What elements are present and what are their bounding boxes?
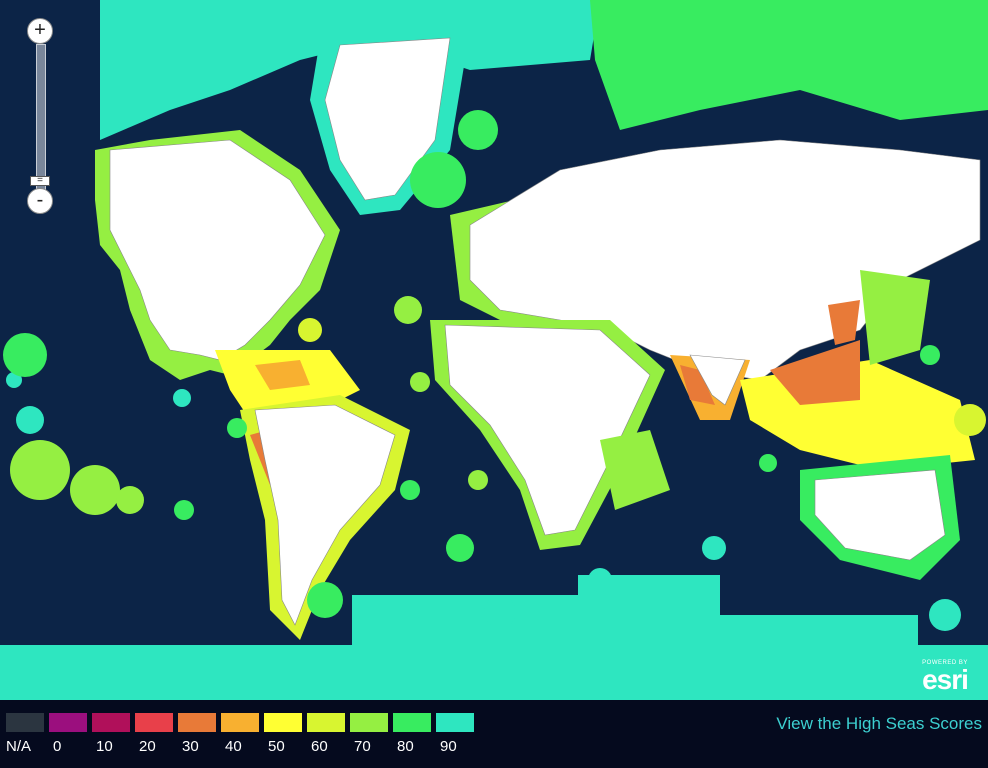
india-land [689,354,746,406]
legend-swatch-40 [221,713,259,732]
arctic-zone [100,0,600,140]
legend-label-80: 80 [397,738,414,755]
atlantic-island-1 [298,318,322,342]
legend-swatch-60 [307,713,345,732]
legend-label-90: 90 [440,738,457,755]
korea-orange [828,300,860,345]
pacific-island-6 [173,389,191,407]
nz-zone [929,599,961,631]
atlantic-island-7 [307,582,343,618]
legend-swatch-10 [92,713,130,732]
pacific-east-1 [954,404,986,436]
pacific-island-2 [70,465,120,515]
pacific-island-4 [16,406,44,434]
atlantic-island-5 [400,480,420,500]
score-legend [0,700,988,768]
southern-ocean-zone [352,575,918,700]
pacific-island-1 [10,440,70,500]
atlantic-island-3 [410,372,430,392]
world-map[interactable]: + = - POWERED BY esri [0,0,988,700]
legend-label-40: 40 [225,738,242,755]
legend-label-70: 70 [354,738,371,755]
legend-label-60: 60 [311,738,328,755]
legend-swatch-70 [350,713,388,732]
legend-label-30: 30 [182,738,199,755]
zoom-slider-track[interactable] [36,44,46,196]
legend-label-20: 20 [139,738,156,755]
high-seas-scores-link[interactable]: View the High Seas Scores [776,714,982,733]
australia-land [814,469,946,561]
pacific-island-5 [6,372,22,388]
africa-land [444,324,651,536]
madagascar-zone [600,430,670,510]
zoom-control: + = - [25,18,59,218]
esri-logo: esri [922,664,969,695]
legend-label-10: 10 [96,738,113,755]
atlantic-island-6 [446,534,474,562]
legend-swatch-0 [49,713,87,732]
jan-mayen-zone [458,110,498,150]
zoom-out-button[interactable]: - [27,188,53,214]
legend-swatch-90 [436,713,474,732]
atlantic-island-2 [394,296,422,324]
legend-label-50: 50 [268,738,285,755]
zoom-in-button[interactable]: + [27,18,53,44]
zoom-slider-thumb[interactable]: = [30,176,50,186]
japan-zone [860,270,930,365]
caribbean-orange [255,360,310,390]
legend-swatch-50 [264,713,302,732]
pacific-island-7 [227,418,247,438]
legend-label-0: 0 [53,738,62,755]
legend-swatch-30 [178,713,216,732]
atlantic-island-4 [468,470,488,490]
legend-swatch-80 [393,713,431,732]
south-america-land [254,404,396,626]
se-asia-orange [770,340,860,405]
india-orange [680,365,715,405]
greenland-land [324,37,451,201]
powered-by-text: POWERED BY [922,660,968,666]
esri-attribution[interactable]: POWERED BY esri [916,660,974,694]
legend-swatch-20 [135,713,173,732]
indian-island-2 [759,454,777,472]
pacific-island-3 [116,486,144,514]
legend-label-na: N/A [6,738,32,755]
legend-swatch-na [6,713,44,732]
antarctic-island-2 [484,596,516,628]
map-canvas [0,0,988,700]
pacific-island-8 [174,500,194,520]
indian-island-1 [702,536,726,560]
iceland-zone [410,152,466,208]
pacific-east-2 [920,345,940,365]
north-russia-zone [590,0,988,130]
antarctic-island-1 [588,568,612,592]
hawaii-zone [3,333,47,377]
